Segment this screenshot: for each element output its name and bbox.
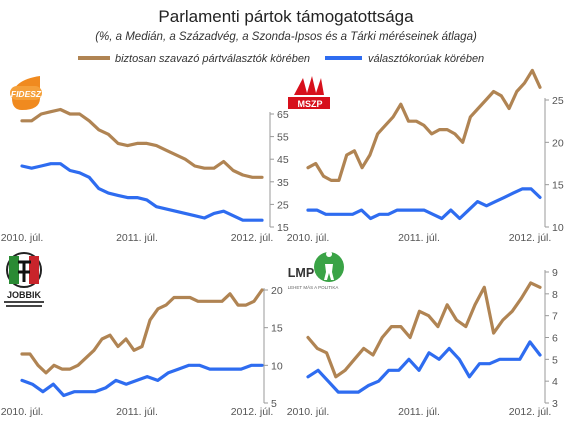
jobbik-x-tick-label: 2011. júl. xyxy=(116,406,158,418)
fidesz-series-sure-line xyxy=(20,107,264,179)
mszp-y-tick-label: 20 xyxy=(552,137,564,149)
mszp-y-tick-label: 10 xyxy=(552,222,564,234)
jobbik-y-tick-label: 15 xyxy=(271,323,283,335)
mszp-panel: 10 15 20 25 2010. júl. 2011. júl. 2012. júl. xyxy=(287,68,564,244)
fidesz-logo-label: FIDESZ xyxy=(11,89,42,99)
mszp-logo: MSZP xyxy=(288,76,330,109)
lmp-x-tick-label: 2010. júl. xyxy=(287,406,330,418)
lmp-series-all-line xyxy=(306,340,542,394)
mszp-x-tick-label: 2012. júl. xyxy=(509,232,552,244)
jobbik-logo-label: JOBBIK xyxy=(7,290,42,300)
lmp-x-tick-label: 2012. júl. xyxy=(509,406,552,418)
fidesz-y-tick-label: 35 xyxy=(277,177,289,189)
jobbik-series-sure-line xyxy=(20,288,264,375)
mszp-x-tick-label: 2010. júl. xyxy=(287,232,330,244)
lmp-y-tick-label: 6 xyxy=(552,333,558,345)
jobbik-panel: 5 10 15 20 2010. júl. 2011. júl. 2012. júl. xyxy=(1,285,283,418)
fidesz-y-tick-label: 55 xyxy=(277,132,289,144)
mszp-y-tick-label: 25 xyxy=(552,95,564,107)
mszp-x-tick-label: 2011. júl. xyxy=(398,232,440,244)
fidesz-y-tick-label: 65 xyxy=(277,109,289,121)
legend-label-all: választókorúak körében xyxy=(368,53,484,65)
jobbik-y-tick-label: 20 xyxy=(271,285,283,297)
fidesz-y-tick-label: 45 xyxy=(277,154,289,166)
lmp-y-tick-label: 5 xyxy=(552,354,558,366)
jobbik-logo: JOBBIK xyxy=(4,252,44,307)
fidesz-x-tick-label: 2011. júl. xyxy=(116,232,158,244)
lmp-series-sure-line xyxy=(306,281,542,379)
fidesz-y-tick-label: 25 xyxy=(277,199,289,211)
lmp-logo-slogan: LEHET MÁS A POLITIKA xyxy=(288,284,339,290)
jobbik-y-tick-label: 5 xyxy=(271,398,277,410)
lmp-y-tick-label: 8 xyxy=(552,289,558,301)
lmp-y-tick-label: 7 xyxy=(552,311,558,323)
jobbik-x-tick-label: 2012. júl. xyxy=(231,406,274,418)
jobbik-series-all-line xyxy=(20,363,264,398)
fidesz-series-all-line xyxy=(20,162,264,222)
mszp-y-tick-label: 15 xyxy=(552,180,564,192)
mszp-logo-label: MSZP xyxy=(297,99,322,109)
jobbik-y-tick-label: 10 xyxy=(271,360,283,372)
lmp-y-tick-label: 3 xyxy=(552,398,558,410)
mszp-series-all-line xyxy=(306,187,542,221)
fidesz-y-tick-label: 15 xyxy=(277,222,289,234)
lmp-logo-label: LMP xyxy=(288,266,314,280)
fidesz-x-tick-label: 2010. júl. xyxy=(1,232,44,244)
chart-title: Parlamenti pártok támogatottsága xyxy=(158,7,414,26)
lmp-y-tick-label: 4 xyxy=(552,376,558,388)
legend-label-sure: biztosan szavazó pártválasztók körében xyxy=(115,53,310,65)
mszp-series-sure-line xyxy=(306,68,542,182)
legend: biztosan szavazó pártválasztók körében v… xyxy=(78,53,484,65)
lmp-x-tick-label: 2011. júl. xyxy=(398,406,440,418)
fidesz-logo: FIDESZ xyxy=(10,76,42,110)
chart-subtitle: (%, a Medián, a Századvég, a Szonda-Ipso… xyxy=(95,31,477,43)
lmp-panel: 3 4 5 6 7 8 9 2010. júl. 2011. júl. 2012. júl. xyxy=(287,267,558,418)
lmp-y-tick-label: 9 xyxy=(552,267,558,279)
fidesz-x-tick-label: 2012. júl. xyxy=(231,232,274,244)
lmp-logo: LMP LEHET MÁS A POLITIKA xyxy=(288,251,344,290)
fidesz-panel: 15 25 35 45 55 65 2010. júl. 2011. júl. 2012. jú… xyxy=(1,107,289,244)
jobbik-x-tick-label: 2010. júl. xyxy=(1,406,44,418)
